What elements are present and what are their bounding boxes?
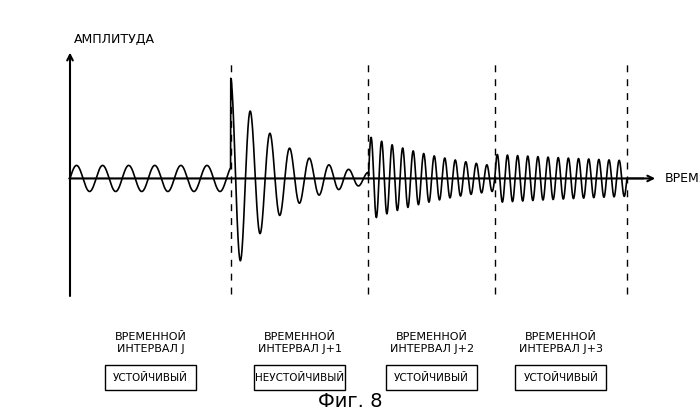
Text: УСТОЙЧИВЫЙ: УСТОЙЧИВЫЙ — [394, 373, 469, 383]
Text: ВРЕМЕННОЙ
ИНТЕРВАЛ J: ВРЕМЕННОЙ ИНТЕРВАЛ J — [114, 332, 186, 354]
Text: УСТОЙЧИВЫЙ: УСТОЙЧИВЫЙ — [113, 373, 188, 383]
Text: ВРЕМЕННОЙ
ИНТЕРВАЛ J+3: ВРЕМЕННОЙ ИНТЕРВАЛ J+3 — [519, 332, 603, 354]
Text: Фиг. 8: Фиг. 8 — [318, 392, 382, 411]
Text: ВРЕМЯ: ВРЕМЯ — [665, 172, 700, 185]
Text: ВРЕМЕННОЙ
ИНТЕРВАЛ J+1: ВРЕМЕННОЙ ИНТЕРВАЛ J+1 — [258, 332, 342, 354]
Text: НЕУСТОЙЧИВЫЙ: НЕУСТОЙЧИВЫЙ — [255, 373, 344, 383]
Text: ВРЕМЕННОЙ
ИНТЕРВАЛ J+2: ВРЕМЕННОЙ ИНТЕРВАЛ J+2 — [390, 332, 474, 354]
Text: УСТОЙЧИВЫЙ: УСТОЙЧИВЫЙ — [524, 373, 598, 383]
Text: АМПЛИТУДА: АМПЛИТУДА — [74, 33, 155, 46]
